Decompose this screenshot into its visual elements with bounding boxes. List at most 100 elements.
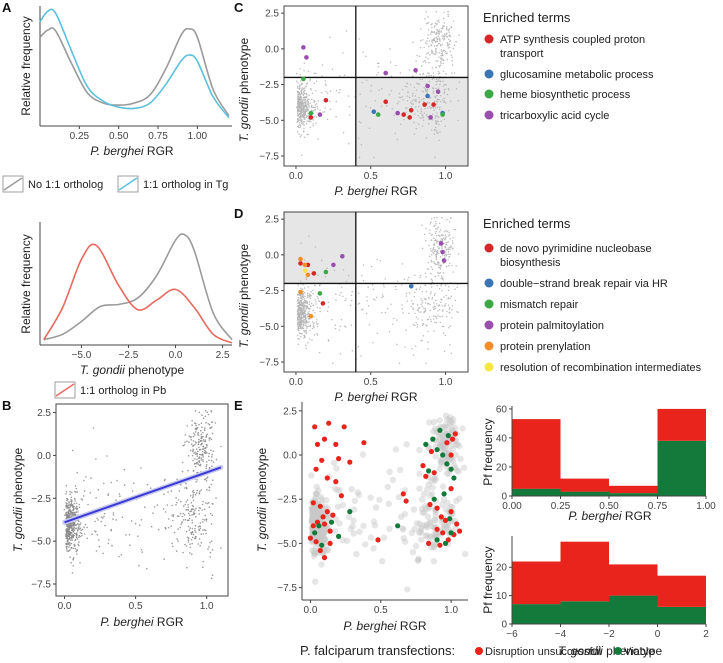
d-point-608 bbox=[312, 293, 314, 295]
c-point-408 bbox=[432, 52, 435, 55]
e-red-point-31 bbox=[420, 463, 426, 469]
d-point-386 bbox=[435, 322, 438, 324]
e-bg-point-102 bbox=[355, 491, 363, 498]
c-point-716 bbox=[420, 110, 422, 112]
c-point-753 bbox=[435, 66, 438, 69]
c-point-347 bbox=[439, 80, 441, 82]
b-point-545 bbox=[165, 527, 167, 530]
c-point-649 bbox=[368, 127, 371, 129]
d-point-789 bbox=[427, 261, 429, 264]
d-point-545 bbox=[421, 299, 423, 302]
c-point-406 bbox=[309, 79, 311, 81]
c-point-177 bbox=[437, 32, 439, 35]
c-point-636 bbox=[315, 80, 318, 83]
c-point-326 bbox=[376, 62, 379, 65]
e-bg-point-114 bbox=[441, 445, 448, 452]
d-point-556 bbox=[307, 318, 310, 320]
d-point-415 bbox=[309, 297, 312, 300]
b-point-856 bbox=[205, 518, 207, 521]
legend-c-title: Enriched terms bbox=[483, 10, 571, 25]
c-point-856 bbox=[444, 34, 447, 37]
legend-c-dot-2 bbox=[484, 89, 494, 99]
b-point-810 bbox=[75, 524, 78, 526]
c-point-817 bbox=[400, 123, 402, 126]
d-point-698 bbox=[297, 328, 299, 331]
d-point-622 bbox=[298, 320, 301, 323]
b-point-835 bbox=[194, 529, 196, 532]
d-xtick-label-0: 0.0 bbox=[289, 377, 303, 388]
d-point-34 bbox=[442, 237, 445, 239]
c-point-803 bbox=[347, 143, 350, 145]
b-point-780 bbox=[67, 514, 69, 516]
hist-bottom-ytick-label-1: 10 bbox=[496, 591, 508, 602]
b-point-17 bbox=[184, 519, 187, 521]
hist-top-ytick-label-3: 60 bbox=[496, 404, 508, 415]
c-point-772 bbox=[299, 87, 301, 89]
b-point-605 bbox=[70, 536, 73, 539]
d-point-506 bbox=[446, 218, 448, 221]
d-ticks: 0.0 0.5 1.02.50.0−2.5−5.0−7.5 bbox=[259, 215, 453, 388]
panel-a2-density: Relative frequency −5.0 −2.5 0.0 2.5 T. gon… bbox=[19, 222, 233, 377]
d-ytick-label-4: −7.5 bbox=[259, 358, 279, 369]
c-point-887 bbox=[304, 111, 307, 113]
b-point-845 bbox=[77, 528, 80, 530]
e-bg-point-491 bbox=[311, 510, 319, 518]
b-point-778 bbox=[84, 523, 87, 526]
b-point-323 bbox=[208, 439, 211, 441]
d-point-736 bbox=[307, 315, 309, 318]
b-point-710 bbox=[197, 543, 199, 545]
c-point-560 bbox=[422, 116, 425, 119]
c-point-622 bbox=[421, 125, 424, 127]
b-point-809 bbox=[79, 531, 82, 534]
b-point-839 bbox=[207, 455, 210, 458]
b-point-200 bbox=[191, 419, 193, 422]
c-point-434 bbox=[311, 98, 313, 101]
e-bg-point-407 bbox=[309, 515, 317, 523]
c-point-708 bbox=[298, 116, 301, 118]
c-point-413 bbox=[431, 118, 434, 121]
d-point-847 bbox=[304, 259, 306, 261]
e-red-point-13 bbox=[338, 493, 344, 499]
d-point-496 bbox=[427, 330, 429, 333]
c-point-352 bbox=[433, 100, 436, 102]
d-point-757 bbox=[297, 283, 300, 286]
e-green-point-6 bbox=[395, 523, 401, 529]
c-point-632 bbox=[435, 103, 438, 105]
d-point-676 bbox=[435, 220, 437, 223]
a1-xtick-label-0: 0.25 bbox=[70, 131, 90, 142]
d-point-533 bbox=[441, 247, 443, 250]
b-point-725 bbox=[206, 476, 209, 479]
d-point-370 bbox=[430, 278, 433, 280]
d-point-11 bbox=[315, 321, 318, 323]
c-point-250 bbox=[445, 27, 448, 30]
d-point-57 bbox=[449, 343, 451, 346]
b-point-852 bbox=[192, 533, 195, 536]
b-point-517 bbox=[180, 500, 182, 503]
b-point-175 bbox=[103, 482, 105, 485]
e-background-points bbox=[308, 412, 469, 593]
b-point-372 bbox=[204, 427, 206, 429]
e-bg-point-197 bbox=[437, 456, 444, 463]
c-point-610 bbox=[365, 55, 367, 57]
b-point-770 bbox=[69, 542, 71, 544]
c-point-545 bbox=[440, 120, 443, 122]
c-point-635 bbox=[309, 102, 311, 104]
b-point-496 bbox=[192, 508, 194, 511]
legend-a1-label-0: No 1:1 ortholog bbox=[28, 179, 103, 191]
b-point-95 bbox=[108, 539, 110, 541]
b-point-631 bbox=[77, 543, 79, 546]
e-red-point-51 bbox=[448, 452, 454, 458]
d-point-218 bbox=[452, 242, 454, 244]
c-point-313 bbox=[434, 95, 436, 98]
b-point-890 bbox=[78, 503, 81, 506]
c-point-143 bbox=[304, 113, 307, 115]
c-enriched-point-13 bbox=[407, 115, 413, 120]
c-point-104 bbox=[300, 80, 302, 82]
c-point-670 bbox=[424, 107, 426, 110]
c-point-11 bbox=[298, 124, 300, 127]
d-point-758 bbox=[301, 296, 304, 298]
b-point-849 bbox=[69, 510, 72, 512]
d-point-348 bbox=[392, 323, 394, 326]
d-enriched-point-10 bbox=[440, 249, 445, 255]
